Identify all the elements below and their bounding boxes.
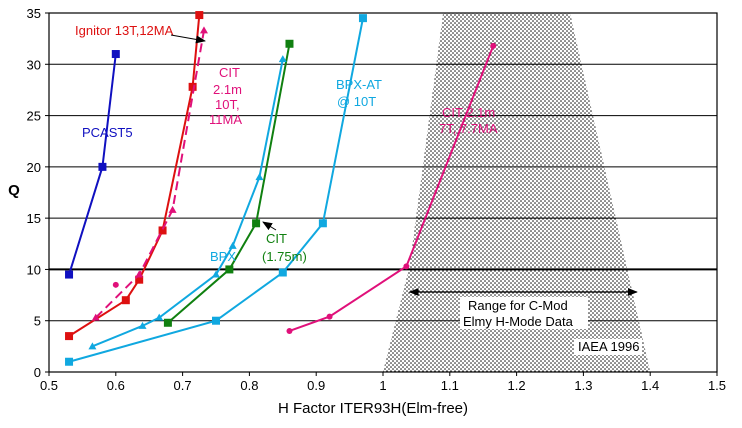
data-point bbox=[212, 316, 220, 325]
series bbox=[65, 11, 497, 366]
iaea-label-bg bbox=[574, 339, 642, 355]
x-tick-label: 1.2 bbox=[508, 378, 526, 393]
data-point bbox=[65, 332, 74, 341]
series-4 bbox=[88, 55, 287, 350]
series-3 bbox=[163, 39, 294, 327]
label-bpxat-line2: @ 10T bbox=[337, 94, 376, 109]
grid bbox=[49, 63, 717, 322]
data-point bbox=[155, 313, 164, 321]
label-range-line2: Elmy H-Mode Data bbox=[463, 314, 574, 329]
label-iaea: IAEA 1996 bbox=[578, 339, 639, 354]
data-point bbox=[112, 281, 119, 288]
data-point bbox=[326, 313, 333, 320]
y-tick-label: 0 bbox=[34, 365, 41, 380]
data-point bbox=[252, 219, 261, 228]
data-point bbox=[228, 241, 237, 249]
data-point bbox=[111, 50, 120, 59]
data-point bbox=[158, 226, 167, 235]
c-mod-range-region bbox=[383, 13, 651, 372]
data-point bbox=[98, 162, 107, 171]
label-cit7-line1: CIT 2.1m bbox=[442, 105, 495, 120]
range-label-bg bbox=[460, 297, 588, 329]
data-point bbox=[255, 173, 264, 181]
series-line bbox=[289, 45, 495, 332]
series-line bbox=[95, 30, 205, 319]
x-tick-label: 0.9 bbox=[307, 378, 325, 393]
y-tick-label: 5 bbox=[34, 314, 41, 329]
series-line bbox=[167, 43, 291, 324]
label-cit21-line4: 11MA bbox=[209, 112, 242, 127]
data-point bbox=[285, 39, 294, 48]
data-point bbox=[65, 270, 74, 279]
x-tick-label: 0.8 bbox=[240, 378, 258, 393]
series-0 bbox=[65, 50, 120, 279]
data-point bbox=[195, 11, 204, 20]
data-point bbox=[135, 270, 144, 278]
data-point bbox=[138, 321, 147, 329]
data-point bbox=[121, 296, 130, 305]
axes: 0.5 0.6 0.7 0.8 0.9 1 1.1 1.2 1.3 1.4 1.5 0 5 10 15 20 2… bbox=[8, 6, 726, 417]
x-tick-label: 0.7 bbox=[174, 378, 192, 393]
x-tick-label: 0.6 bbox=[107, 378, 125, 393]
label-cit21-line3: 10T, bbox=[215, 97, 240, 112]
data-point bbox=[225, 265, 234, 274]
label-cit21-line1: CIT bbox=[219, 65, 240, 80]
data-point bbox=[318, 219, 327, 228]
series-5 bbox=[65, 14, 367, 366]
y-tick-label: 35 bbox=[27, 6, 41, 21]
series-1 bbox=[65, 11, 204, 341]
data-point bbox=[163, 318, 172, 327]
x-tick-label: 1 bbox=[379, 378, 386, 393]
x-tick-label: 1.3 bbox=[574, 378, 592, 393]
x-tick-label: 1.1 bbox=[441, 378, 459, 393]
data-point bbox=[358, 14, 367, 23]
data-point bbox=[135, 275, 144, 284]
extra-marker bbox=[112, 281, 119, 288]
series-line bbox=[68, 53, 117, 275]
y-tick-label: 20 bbox=[27, 160, 41, 175]
series-6 bbox=[286, 42, 497, 334]
data-point bbox=[168, 205, 177, 213]
x-tick-label: 0.5 bbox=[40, 378, 58, 393]
label-bpx: BPX bbox=[210, 249, 236, 264]
y-axis-title: Q bbox=[8, 182, 20, 199]
data-point bbox=[212, 270, 220, 278]
ignitor-pointer-arrow bbox=[170, 34, 206, 44]
x-tick-label: 1.5 bbox=[708, 378, 726, 393]
data-point bbox=[490, 42, 497, 49]
data-point bbox=[188, 82, 197, 91]
y-tick-label: 30 bbox=[27, 57, 41, 72]
data-point bbox=[278, 268, 287, 277]
data-point bbox=[286, 327, 293, 334]
series-2 bbox=[91, 26, 208, 321]
data-point bbox=[91, 313, 100, 321]
label-range-line1: Range for C-Mod bbox=[468, 298, 568, 313]
data-point bbox=[199, 26, 208, 34]
x-axis-title: H Factor ITER93H(Elm-free) bbox=[278, 400, 468, 417]
label-cit21-line2: 2.1m bbox=[213, 82, 242, 97]
y-tick-label: 10 bbox=[27, 262, 41, 277]
label-ignitor: Ignitor 13T,12MA bbox=[75, 23, 174, 38]
label-bpxat-line1: BPX-AT bbox=[336, 77, 382, 92]
data-point bbox=[88, 342, 97, 350]
data-point bbox=[65, 357, 74, 366]
label-cit175-line2: (1.75m) bbox=[262, 249, 307, 264]
label-pcast5: PCAST5 bbox=[82, 125, 133, 140]
series-line bbox=[68, 14, 201, 337]
y-tick-label: 25 bbox=[27, 109, 41, 124]
data-point bbox=[403, 263, 410, 270]
label-cit7-line2: 7T, 7.7MA bbox=[439, 121, 498, 136]
x-tick-label: 1.4 bbox=[641, 378, 659, 393]
c-mod-shaded-region bbox=[383, 13, 651, 372]
annotations: PCAST5 Ignitor 13T,12MA CIT 2.1m 10T, 11… bbox=[75, 23, 642, 355]
data-point bbox=[278, 55, 287, 63]
label-cit175-line1: CIT bbox=[266, 231, 287, 246]
y-tick-label: 15 bbox=[27, 211, 41, 226]
cit175-pointer-arrow bbox=[262, 221, 277, 231]
